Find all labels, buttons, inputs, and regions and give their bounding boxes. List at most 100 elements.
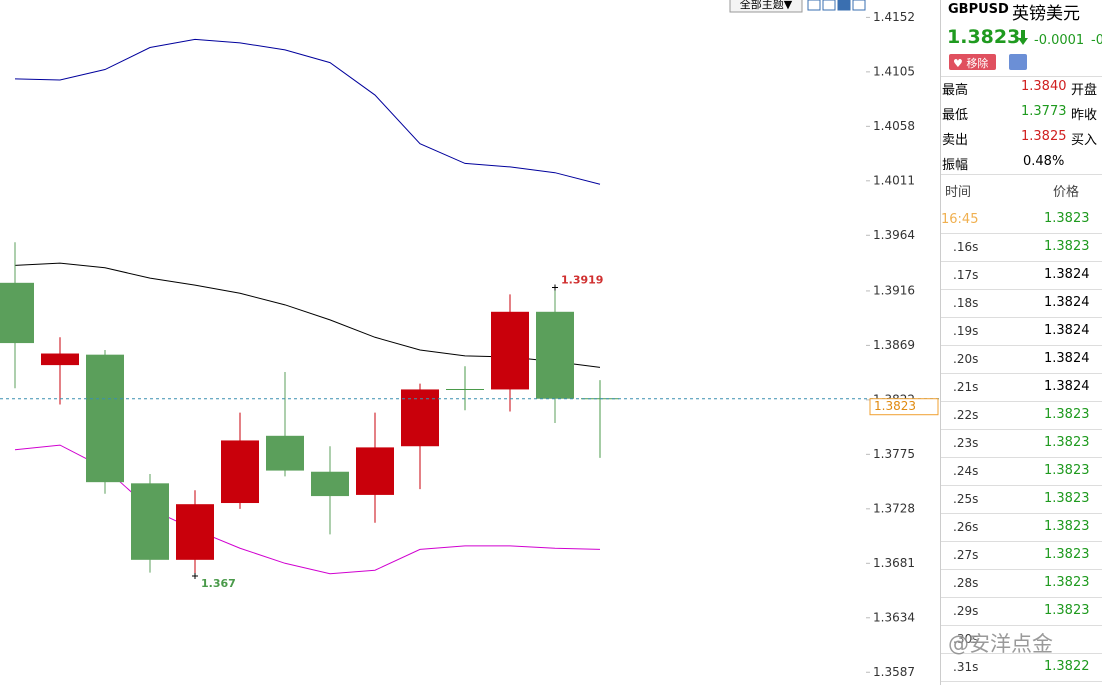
y-tick-label: 1.3964: [873, 228, 915, 242]
stat-label: 昨收: [1071, 108, 1098, 123]
tick-time: .20s: [953, 352, 979, 366]
y-tick-label: 1.3916: [873, 283, 915, 297]
tick-row: .21s 1.3824: [941, 373, 1102, 402]
annotation-marker: [192, 573, 198, 580]
theme-button-label[interactable]: 全部主题▼: [740, 0, 793, 11]
candle-body: [0, 282, 34, 344]
tick-price: 1.3823: [1044, 603, 1090, 618]
tick-time: .21s: [953, 380, 979, 394]
tick-price: 1.3823: [1044, 547, 1090, 562]
candle-body: [536, 311, 574, 399]
y-tick-label: 1.3681: [873, 556, 915, 570]
annotation-label: 1.367: [201, 577, 236, 590]
price: 1.3823: [947, 26, 1021, 48]
tick-time: .30s: [953, 632, 979, 646]
candle-body: [266, 435, 304, 471]
tick-time: .24s: [953, 464, 979, 478]
tick-row: .28s 1.3823: [941, 569, 1102, 598]
candle-body: [491, 311, 529, 390]
candle-body: [401, 389, 439, 447]
theme-button[interactable]: [729, 0, 803, 13]
tick-time: .18s: [953, 296, 979, 310]
tick-row: .20s 1.3824: [941, 345, 1102, 374]
annotation-marker: [552, 284, 558, 291]
y-tick-label: 1.4152: [873, 10, 915, 24]
stat-value: 1.3825: [1021, 129, 1067, 144]
tick-price: 1.3823: [1044, 575, 1090, 590]
annotation-label: 1.3919: [561, 273, 603, 286]
quote-panel: GBPUSD 英镑美元 1.3823 -0.0001 -0 ♥ 移除 最高 1.3…: [940, 0, 1102, 685]
tick-price: 1.3824: [1044, 351, 1090, 366]
tick-row: .16s 1.3823: [941, 233, 1102, 262]
y-tick-label: 1.3775: [873, 447, 915, 461]
tick-price: 1.3823: [1044, 435, 1090, 450]
y-tick-label: 1.4105: [873, 64, 915, 78]
tick-price: 1.3824: [1044, 267, 1090, 282]
tick-time: 16:45: [941, 212, 979, 227]
last-price-label: 1.3823: [874, 399, 916, 413]
instrument-name: 英镑美元: [1012, 4, 1080, 24]
tick-price: 1.3824: [1044, 379, 1090, 394]
stat-label: 开盘: [1071, 83, 1098, 98]
tick-time: .31s: [953, 660, 979, 674]
y-tick-label: 1.3587: [873, 665, 915, 679]
toolbar-icons[interactable]: [807, 0, 866, 11]
stat-label: 振幅: [942, 158, 969, 173]
candle-body: [131, 483, 169, 560]
tick-time: .19s: [953, 324, 979, 338]
y-tick-label: 1.3728: [873, 501, 915, 515]
candle-body: [41, 353, 79, 366]
symbol: GBPUSD: [948, 2, 1009, 17]
remove-text[interactable]: 移除: [966, 57, 989, 70]
stat-label: 买入: [1071, 133, 1098, 148]
candle-body: [86, 354, 124, 483]
alert-button[interactable]: [1009, 54, 1027, 70]
tick-price: 1.3822: [1044, 659, 1090, 674]
y-tick-label: 1.3634: [873, 610, 915, 624]
tick-row: .23s 1.3823: [941, 429, 1102, 458]
tick-time: .28s: [953, 576, 979, 590]
tick-time: .16s: [953, 240, 979, 254]
stat-value: 1.3840: [1021, 79, 1067, 94]
tick-row: .17s 1.3824: [941, 261, 1102, 290]
tick-time: .25s: [953, 492, 979, 506]
tick-row: .29s 1.3823: [941, 597, 1102, 626]
stat-value: 0.48%: [1023, 154, 1065, 169]
tick-price: 1.3824: [1044, 323, 1090, 338]
divider: [941, 76, 1102, 77]
band-line: [14, 38, 601, 185]
candle-body: [221, 440, 259, 504]
tick-price: 1.3823: [1044, 239, 1090, 254]
table-header: 价格: [1053, 185, 1080, 200]
tick-time: .29s: [953, 604, 979, 618]
y-tick-label: 1.4058: [873, 119, 915, 133]
tick-price: 1.3823: [1044, 211, 1090, 226]
tick-row: .24s 1.3823: [941, 457, 1102, 486]
tick-price: 1.3823: [1044, 491, 1090, 506]
tick-row: .30s: [941, 625, 1102, 654]
tick-row: .27s 1.3823: [941, 541, 1102, 570]
candle-body: [176, 504, 214, 560]
tick-time: .22s: [953, 408, 979, 422]
tick-time: .23s: [953, 436, 979, 450]
tick-row: .22s 1.3823: [941, 401, 1102, 430]
tick-time: .26s: [953, 520, 979, 534]
remove-button[interactable]: [949, 54, 996, 70]
last-price-box: [869, 398, 939, 416]
tick-price: 1.3823: [1044, 407, 1090, 422]
stat-value: 1.3773: [1021, 104, 1067, 119]
tick-row: .31s 1.3822: [941, 653, 1102, 682]
tick-row: .19s 1.3824: [941, 317, 1102, 346]
stat-label: 最高: [942, 83, 969, 98]
candle-body: [356, 447, 394, 495]
tick-time: .17s: [953, 268, 979, 282]
stat-label: 卖出: [942, 133, 969, 148]
remove-button-label[interactable]: ♥ 移除: [953, 57, 989, 70]
table-header: 时间: [945, 185, 972, 200]
watermark: @安洋点金: [948, 632, 1053, 656]
candle-body: [311, 471, 349, 497]
change: -0.0001: [1034, 33, 1085, 48]
tick-row: .25s 1.3823: [941, 485, 1102, 514]
divider: [941, 174, 1102, 175]
